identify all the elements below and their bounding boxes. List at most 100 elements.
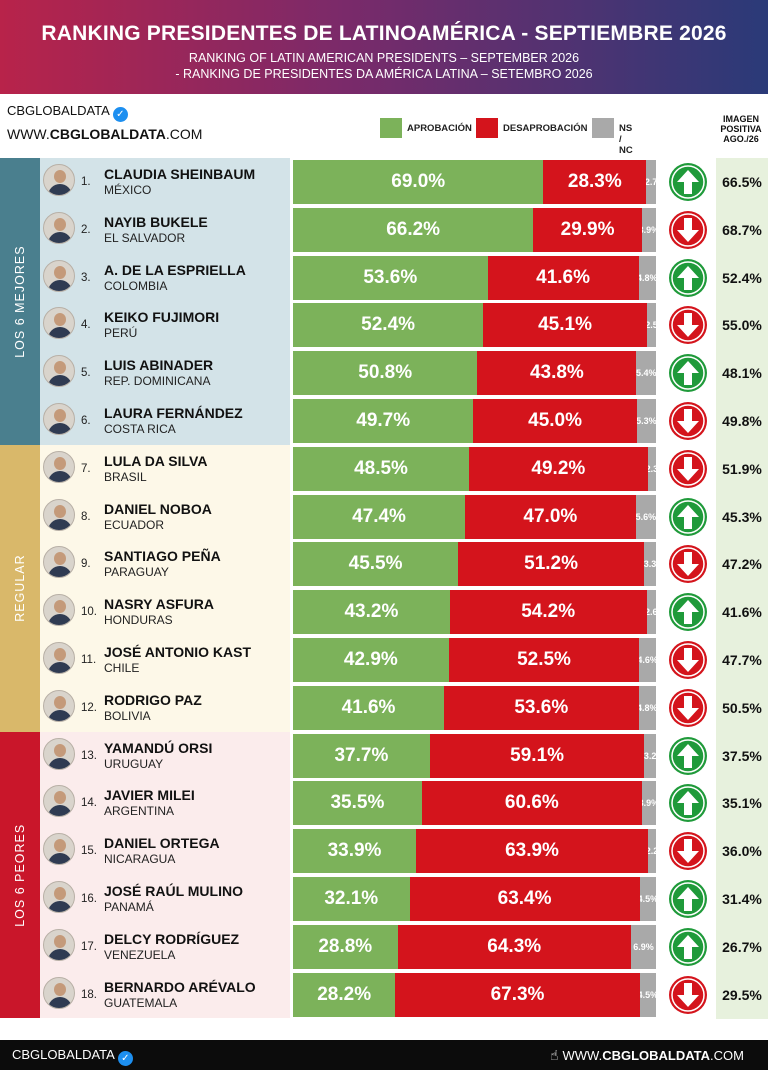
arrow-up-icon [668,258,708,298]
image-aug-value: 49.8% [716,397,768,445]
president-name: RODRIGO PAZ [104,691,202,708]
stacked-bar: 45.5% 51.2% 3.3 [293,542,656,587]
brand-url[interactable]: WWW.CBGLOBALDATA.COM [7,126,202,142]
approval-bar: 33.9% [293,829,417,874]
approval-bar: 66.2% [293,207,534,252]
nsnc-bar: 3.9% [641,781,656,826]
approval-bar: 35.5% [293,781,422,826]
president-name: NAYIB BUKELE [104,213,208,230]
verified-icon: ✓ [112,107,128,122]
president-avatar [43,259,75,292]
footer: CBGLOBALDATA ✓ ☝ WWW.CBGLOBALDATA.COM [0,1040,768,1070]
image-aug-value: 29.5% [716,970,768,1019]
footer-url[interactable]: ☝ WWW.CBGLOBALDATA.COM [550,1047,744,1064]
stacked-bar: 32.1%63.4%4.5% [293,877,656,921]
stacked-bar: 53.6%41.6%4.8% [293,255,656,300]
image-aug-value: 55.0% [716,301,768,350]
brand-name: CBGLOBALDATA [7,103,110,118]
stacked-bar: 42.9%52.5%4.6% [293,638,656,682]
arrow-down-icon [668,449,708,489]
subtitle-en: RANKING OF LATIN AMERICAN PRESIDENTS – S… [188,51,580,65]
stacked-bar: 41.6%53.6%4.8% [293,685,656,730]
ranking-row: 10. NASRY ASFURA HONDURAS 43.2% 54.2% 2.6 41.6… [0,588,768,637]
country-name: PERÚ [104,326,138,341]
nsnc-bar: 4.6% [639,638,656,682]
country-name: PARAGUAY [104,565,169,580]
legend-swatch-nsnc [592,118,614,138]
image-aug-value: 50.5% [716,683,768,732]
footer-url-suffix: .COM [710,1048,744,1063]
country-name: CHILE [104,661,140,675]
image-header-line3: AGO./26 [723,134,759,144]
approval-bar: 47.4% [293,494,466,539]
rank-number: 9. [81,558,91,571]
president-name: KEIKO FUJIMORI [104,309,220,326]
image-aug-value: 26.7% [716,922,768,971]
nsnc-bar: 2.6 [646,590,656,635]
arrow-down-icon [668,640,708,680]
legend-swatch-disapproval [476,118,498,138]
ranking-row: 16.JOSÉ RAÚL MULINOPANAMÁ32.1%63.4%4.5%3… [0,875,768,923]
stacked-bar: 52.4% 45.1% 2.5 [293,303,656,348]
arrow-up-icon [668,497,708,537]
brand-block: CBGLOBALDATA ✓ WWW.CBGLOBALDATA.COM [7,103,202,142]
president-avatar [43,594,75,627]
nsnc-bar: 6.9% [630,924,656,969]
rank-number: 15. [81,845,97,858]
arrow-up-icon [668,783,708,823]
stacked-bar: 69.0% 28.3% 2.7 [293,160,656,204]
president-name: A. DE LA ESPRIELLA [104,261,246,278]
arrow-up-icon [668,736,708,776]
nsnc-bar: 3.2 [644,733,656,778]
page-title: RANKING PRESIDENTES DE LATINOAMÉRICA - S… [41,22,727,45]
disapproval-bar: 45.1% [483,303,647,348]
image-aug-value: 52.4% [716,253,768,302]
country-name: COSTA RICA [104,422,176,436]
disapproval-bar: 53.6% [444,685,639,730]
brand-url-bold: CBGLOBALDATA [49,126,166,142]
disapproval-bar: 63.9% [416,829,648,874]
president-avatar [43,355,75,388]
arrow-up-icon [668,879,708,919]
approval-bar: 53.6% [293,255,488,300]
president-avatar [43,546,75,579]
stacked-bar: 28.8% 64.3% 6.9% [293,924,656,969]
pointer-hand-icon: ☝ [549,1047,559,1063]
president-avatar [43,498,75,531]
image-aug-value: 45.3% [716,492,768,541]
disapproval-bar: 52.5% [448,638,640,682]
header-banner: RANKING PRESIDENTES DE LATINOAMÉRICA - S… [0,0,768,94]
nsnc-bar: 2.2 [648,829,656,874]
verified-icon: ✓ [117,1051,133,1066]
ranking-row: 15. DANIEL ORTEGA NICARAGUA 33.9% 63.9% 2.2 36… [0,827,768,876]
stacked-bar: 37.7% 59.1% 3.2 [293,733,656,778]
ranking-row: 5. LUIS ABINADER REP. DOMINICANA 50.8% 43.8%… [0,349,768,398]
nsnc-bar: 4.5% [639,972,656,1017]
rank-number: 2. [81,223,91,236]
rank-number: 8. [81,510,91,523]
disapproval-bar: 41.6% [487,255,639,300]
ranking-row: 14.JAVIER MILEIARGENTINA35.5%60.6%3.9%35… [0,779,768,828]
approval-bar: 49.7% [293,399,474,443]
group-side-strip [0,731,40,1019]
stacked-bar: 66.2%29.9%3.9% [293,207,656,252]
disapproval-bar: 47.0% [465,494,636,539]
arrow-down-icon [668,544,708,584]
stacked-bar: 48.5% 49.2% 2.3 [293,446,656,491]
image-aug-value: 68.7% [716,205,768,254]
approval-bar: 42.9% [293,638,449,682]
rank-number: 1. [81,176,91,188]
stacked-bar: 50.8% 43.8% 5.4% [293,351,656,396]
president-avatar [43,833,75,866]
president-name: YAMANDÚ ORSI [104,739,213,756]
group-side-strip [0,158,40,445]
approval-bar: 45.5% [293,542,459,587]
legend-swatch-approval [380,118,402,138]
arrow-down-icon [668,975,708,1015]
rank-number: 4. [81,319,91,332]
president-name: JOSÉ RAÚL MULINO [104,883,243,899]
image-aug-value: 47.7% [716,636,768,684]
disapproval-bar: 43.8% [477,351,637,396]
stacked-bar: 35.5%60.6%3.9% [293,781,656,826]
rank-number: 12. [81,701,97,714]
